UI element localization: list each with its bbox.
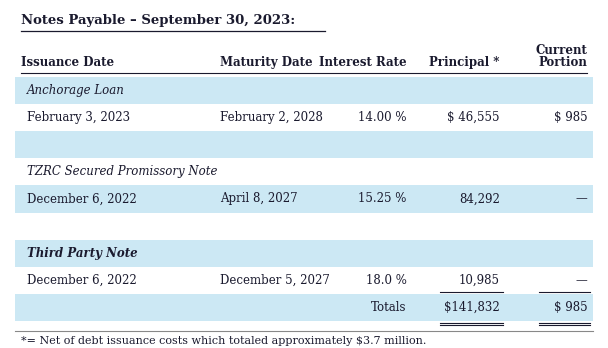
- Bar: [15, 131, 593, 158]
- Bar: [15, 158, 593, 185]
- Text: $ 985: $ 985: [553, 301, 587, 314]
- Text: Totals: Totals: [371, 301, 406, 314]
- Text: Interest Rate: Interest Rate: [319, 56, 406, 69]
- Text: Notes Payable – September 30, 2023:: Notes Payable – September 30, 2023:: [21, 14, 295, 27]
- Text: 18.0 %: 18.0 %: [365, 274, 406, 287]
- Bar: [15, 77, 593, 104]
- Text: —: —: [575, 192, 587, 205]
- Text: Issuance Date: Issuance Date: [21, 56, 114, 69]
- Bar: [15, 213, 593, 240]
- Text: $ 985: $ 985: [553, 111, 587, 124]
- Bar: [15, 185, 593, 213]
- Text: April 8, 2027: April 8, 2027: [219, 192, 297, 205]
- Text: 84,292: 84,292: [459, 192, 500, 205]
- Text: December 5, 2027: December 5, 2027: [219, 274, 330, 287]
- Text: Portion: Portion: [538, 56, 587, 69]
- Text: *= Net of debt issuance costs which totaled approximately $3.7 million.: *= Net of debt issuance costs which tota…: [21, 336, 426, 346]
- Text: February 2, 2028: February 2, 2028: [219, 111, 322, 124]
- Bar: [15, 294, 593, 321]
- Text: December 6, 2022: December 6, 2022: [27, 274, 137, 287]
- Text: TZRC Secured Promissory Note: TZRC Secured Promissory Note: [27, 165, 218, 179]
- Text: 15.25 %: 15.25 %: [358, 192, 406, 205]
- Text: December 6, 2022: December 6, 2022: [27, 192, 137, 205]
- Text: Anchorage Loan: Anchorage Loan: [27, 84, 125, 97]
- Text: $141,832: $141,832: [444, 301, 500, 314]
- Text: February 3, 2023: February 3, 2023: [27, 111, 130, 124]
- Text: Principal *: Principal *: [429, 56, 500, 69]
- Text: 10,985: 10,985: [459, 274, 500, 287]
- Text: $ 46,555: $ 46,555: [447, 111, 500, 124]
- Text: 14.00 %: 14.00 %: [358, 111, 406, 124]
- Bar: [15, 240, 593, 267]
- Text: Third Party Note: Third Party Note: [27, 247, 137, 260]
- Text: Current: Current: [535, 44, 587, 57]
- Bar: [15, 104, 593, 131]
- Text: Maturity Date: Maturity Date: [219, 56, 313, 69]
- Text: —: —: [575, 274, 587, 287]
- Bar: [15, 267, 593, 294]
